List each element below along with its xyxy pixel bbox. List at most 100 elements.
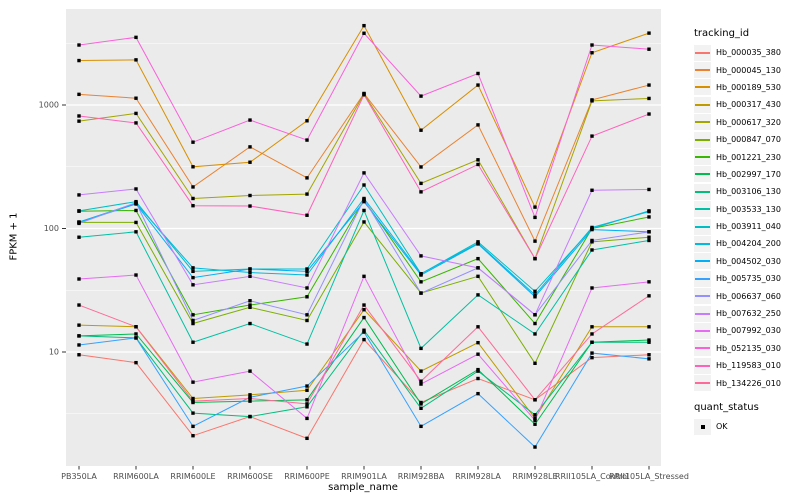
legend-label: Hb_000189_530 (716, 82, 781, 92)
x-tick-label: RRII105LA_Stressed (609, 472, 689, 481)
data-point-Hb_007992_030 (647, 280, 651, 284)
data-point-Hb_001221_230 (305, 295, 309, 299)
legend-key-box (694, 149, 711, 166)
legend-color-line (695, 347, 710, 350)
data-point-Hb_005735_030 (77, 343, 81, 347)
data-point-Hb_000317_430 (533, 416, 537, 421)
y-tick-label: 10 (49, 348, 59, 357)
legend-color-line (695, 86, 710, 89)
data-point-Hb_007632_250 (590, 188, 594, 192)
legend-key-box (694, 322, 711, 339)
data-point-Hb_000317_430 (647, 325, 651, 329)
data-point-Hb_007992_030 (305, 416, 309, 421)
legend-color-line (695, 364, 710, 367)
data-point-Hb_052135_030 (533, 215, 537, 220)
data-point-Hb_000045_130 (134, 96, 138, 100)
y-tick-label: 1000 (39, 101, 59, 110)
data-point-Hb_000847_070 (362, 220, 366, 224)
data-point-Hb_052135_030 (191, 140, 195, 144)
data-point-Hb_134226_010 (419, 379, 423, 383)
legend-label: Hb_119583_010 (716, 361, 781, 371)
legend-color-line (695, 190, 710, 193)
data-point-Hb_003106_130 (305, 405, 309, 409)
data-point-Hb_006637_060 (590, 238, 594, 243)
data-point-Hb_007632_250 (248, 274, 252, 279)
data-point-Hb_006637_060 (191, 318, 195, 323)
legend-item-Hb_004502_030: Hb_004502_030 (694, 253, 781, 270)
data-point-Hb_007632_250 (533, 313, 537, 317)
legend-item-list: Hb_000035_380 Hb_000045_130 Hb_000189_530 H… (694, 44, 781, 392)
data-point-Hb_000317_430 (305, 388, 309, 392)
data-point-Hb_002997_170 (305, 398, 309, 402)
data-point-Hb_119583_010 (590, 134, 594, 138)
legend-title: tracking_id (694, 28, 750, 39)
data-point-Hb_000045_130 (77, 92, 81, 97)
data-point-Hb_005735_030 (590, 351, 594, 355)
data-point-Hb_003911_040 (77, 209, 81, 213)
data-point-Hb_005735_030 (362, 330, 366, 334)
legend-key-box (694, 288, 711, 305)
data-point-Hb_000617_320 (305, 192, 309, 196)
data-point-Hb_004502_030 (476, 242, 480, 246)
legend-key-box (694, 218, 711, 235)
data-point-Hb_002997_170 (248, 399, 252, 403)
data-point-Hb_003106_130 (191, 411, 195, 415)
data-point-Hb_000847_070 (476, 274, 480, 279)
data-point-Hb_004502_030 (419, 273, 423, 277)
data-point-Hb_134226_010 (134, 325, 138, 329)
legend-item-Hb_003533_130: Hb_003533_130 (694, 201, 781, 218)
data-point-Hb_007632_250 (305, 286, 309, 290)
data-point-Hb_000045_130 (476, 123, 480, 127)
legend-item-Hb_119583_010: Hb_119583_010 (694, 357, 781, 374)
legend-color-line (695, 121, 710, 124)
legend-color-line (695, 295, 710, 298)
data-point-Hb_000045_130 (305, 176, 309, 180)
y-axis-title: FPKM + 1 (8, 212, 20, 261)
legend-label: Hb_002997_170 (716, 169, 781, 179)
legend-item-Hb_000189_530: Hb_000189_530 (694, 79, 781, 96)
x-tick-label: RRIM600LA (113, 472, 159, 481)
data-point-Hb_003533_130 (362, 208, 366, 213)
data-point-Hb_007632_250 (419, 254, 423, 258)
data-point-Hb_003533_130 (590, 248, 594, 252)
legend-item-Hb_134226_010: Hb_134226_010 (694, 374, 781, 392)
data-point-Hb_052135_030 (305, 138, 309, 142)
legend-item-Hb_005735_030: Hb_005735_030 (694, 270, 781, 287)
legend-color-line (695, 69, 710, 72)
x-tick-label: RRIM901LA (341, 472, 387, 481)
data-point-Hb_052135_030 (419, 94, 423, 98)
legend-item-Hb_003106_130: Hb_003106_130 (694, 183, 781, 200)
data-point-Hb_119583_010 (419, 190, 423, 194)
legend-item-Hb_006637_060: Hb_006637_060 (694, 287, 781, 305)
data-point-Hb_052135_030 (476, 71, 480, 76)
data-point-Hb_000045_130 (647, 83, 651, 87)
x-tick-label: RRII105LA_Control (555, 472, 629, 481)
data-point-Hb_000035_380 (134, 360, 138, 365)
quant-status-title: quant_status (694, 402, 759, 413)
data-point-Hb_119583_010 (77, 114, 81, 118)
legend-item-Hb_000617_320: Hb_000617_320 (694, 114, 781, 131)
data-point-Hb_007992_030 (134, 273, 138, 277)
data-point-Hb_000189_530 (77, 58, 81, 63)
legend-quant-status: quant_status OK (694, 402, 759, 435)
legend-item-Hb_004204_200: Hb_004204_200 (694, 235, 781, 252)
legend-key-box (694, 131, 711, 148)
data-point-Hb_000617_320 (647, 96, 651, 101)
data-point-Hb_119583_010 (362, 93, 366, 97)
legend-color-line (695, 138, 710, 141)
legend-label: Hb_004502_030 (716, 256, 781, 266)
legend-color-line (695, 225, 710, 228)
data-point-Hb_002997_170 (362, 315, 366, 320)
legend-key-box (694, 114, 711, 131)
data-point-Hb_134226_010 (191, 399, 195, 403)
data-point-Hb_000317_430 (419, 369, 423, 373)
legend-label: Hb_006637_060 (716, 291, 781, 301)
data-point-Hb_000035_380 (647, 353, 651, 357)
data-point-Hb_003911_040 (362, 183, 366, 187)
data-point-Hb_003106_130 (362, 328, 366, 332)
legend-label: Hb_003533_130 (716, 204, 781, 214)
data-point-Hb_005735_030 (191, 424, 195, 429)
legend-label: Hb_001221_230 (716, 152, 781, 162)
